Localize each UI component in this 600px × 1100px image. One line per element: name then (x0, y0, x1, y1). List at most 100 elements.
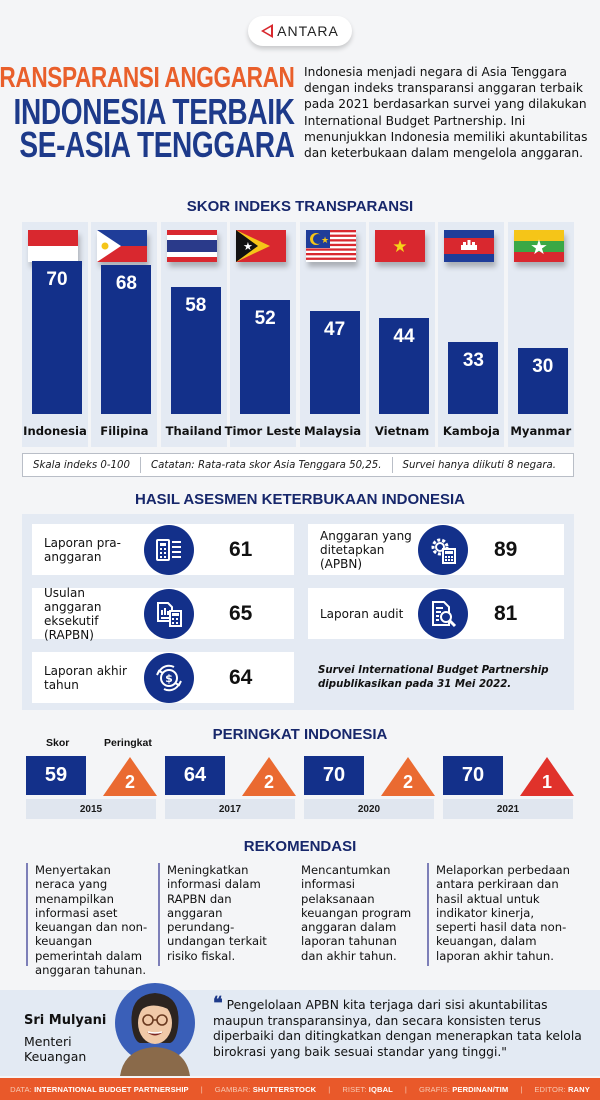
ranking-year-2020: 70 2 2020 (304, 756, 435, 822)
rank-triangle-icon (520, 757, 574, 796)
rank-triangle-icon (103, 757, 157, 796)
bar-value-label: 44 (393, 325, 415, 347)
chart-title: SKOR INDEKS TRANSPARANSI (186, 198, 414, 215)
svg-text:$: $ (165, 672, 173, 685)
assessment-score: 89 (494, 537, 518, 561)
credit-key: GRAFIS: (418, 1084, 453, 1094)
document-search-icon (418, 589, 468, 639)
credit-key: GAMBAR: (214, 1084, 253, 1094)
chart-column: ★ 52 Timor Leste (225, 222, 302, 447)
thailand-flag-icon (166, 230, 217, 262)
year-label: 2021 (443, 799, 573, 819)
title-line-3: SE-ASIA TENGGARA (18, 124, 295, 165)
chart-column: 33 Kamboja (438, 222, 505, 447)
assessment-score: 81 (494, 601, 518, 625)
chart-column: 68 Filipina (91, 222, 158, 447)
bar-value-label: 30 (532, 356, 554, 378)
bar-indonesia: 70 (32, 260, 82, 414)
svg-text:★: ★ (243, 240, 253, 253)
score-box: 59 (26, 756, 86, 795)
transparency-bar-chart: 70 Indonesia 68 Filipina 58 Thailand ★ 52 Timor … (22, 222, 574, 447)
recommendation-item: Melaporkan perbedaan antara perkiraan da… (427, 863, 577, 966)
assessment-label: Laporan audit (320, 606, 404, 621)
rank-value: 1 (541, 772, 552, 792)
quote-mark-icon: ❝ (213, 993, 223, 1014)
average-note: Catatan: Rata-rata skor Asia Tenggara 50… (151, 459, 382, 471)
score-label: Skor (46, 737, 70, 749)
credit-key: DATA: (10, 1084, 35, 1094)
country-label: Thailand (165, 424, 222, 438)
credits-footer: DATA: INTERNATIONAL BUDGET PARTNERSHIP | G… (0, 1078, 600, 1100)
bar-value-label: 33 (462, 349, 484, 371)
credit-item: RISET: IQBAL (342, 1085, 393, 1094)
credit-key: EDITOR: (534, 1084, 568, 1094)
assessment-label: Laporan akhir tahun (44, 663, 127, 692)
rank-value: 2 (124, 772, 135, 792)
bar-value-label: 58 (185, 295, 207, 317)
svg-text:★: ★ (530, 235, 548, 259)
recommendations-title: REKOMENDASI (243, 838, 357, 855)
logo-text: ANTARA (277, 23, 339, 39)
recommendation-item: Menyertakan neraca yang menampilkan info… (26, 863, 150, 977)
speaker-role: Menteri Keuangan (24, 1034, 87, 1064)
country-label: Indonesia (23, 424, 87, 438)
report-chart-icon (144, 589, 194, 639)
rank-value: 2 (263, 772, 274, 792)
ranking-year-2017: 64 2 2017 (165, 756, 296, 822)
scale-note: Skala indeks 0-100 (33, 459, 130, 471)
bar-malaysia: 47 (309, 311, 360, 414)
score-box: 70 (304, 756, 364, 795)
score-box: 70 (443, 756, 503, 795)
footer-divider: | (404, 1084, 407, 1094)
assessment-card: Laporan pra-anggaran 61 (32, 524, 294, 575)
country-label: Malaysia (304, 424, 362, 438)
assessment-card: Laporan audit 81 (308, 588, 564, 639)
myanmar-flag-icon: ★ (513, 230, 564, 262)
credit-key: RISET: (342, 1084, 369, 1094)
sri-mulyani-portrait (110, 983, 200, 1076)
ranking-year-2021: 70 1 2021 (443, 756, 574, 822)
credit-value: SHUTTERSTOCK (252, 1084, 317, 1094)
chart-column: ★ 44 Vietnam (369, 222, 435, 447)
svg-text:★: ★ (321, 236, 329, 246)
recommendation-item: Mencantumkan informasi pelaksanaan keuan… (301, 863, 412, 963)
title-line-2: INDONESIA TERBAIK (13, 91, 294, 132)
rank-value: 2 (402, 772, 413, 792)
survey-note: Survei International Budget Partnership … (318, 665, 549, 690)
bar-timor-leste: 52 (240, 300, 291, 414)
credit-item: GRAFIS: PERDINAN/TIM (419, 1085, 508, 1094)
bar-filipina: 68 (101, 265, 152, 414)
bar-kamboja: 33 (448, 341, 499, 414)
intro-text: Indonesia menjadi negara di Asia Tenggar… (304, 65, 588, 161)
country-label: Kamboja (442, 424, 500, 438)
money-cycle-icon: $ (144, 653, 194, 703)
chart-column: ★ 30 Myanmar (507, 222, 574, 447)
philippines-flag-icon (97, 230, 148, 262)
antara-logo-icon (261, 24, 274, 38)
antara-logo: ANTARA (248, 16, 352, 46)
chart-column: 58 Thailand (160, 222, 227, 447)
credit-value: IQBAL (368, 1084, 393, 1094)
ranking-title: PERINGKAT INDONESIA (212, 726, 388, 743)
gear-calculator-icon (418, 525, 468, 575)
country-label: Vietnam (374, 424, 430, 438)
footer-divider: | (520, 1084, 523, 1094)
assessment-label: Anggaran yang ditetapkan (APBN) (320, 528, 412, 571)
credit-value: RANY (567, 1084, 590, 1094)
assessment-score: 65 (229, 601, 253, 625)
bar-vietnam: 44 (379, 317, 429, 414)
assessment-score: 64 (229, 665, 253, 689)
credit-item: DATA: INTERNATIONAL BUDGET PARTNERSHIP (10, 1085, 189, 1094)
vietnam-flag-icon: ★ (375, 230, 425, 262)
score-box: 64 (165, 756, 225, 795)
title-line-1: TRANSPARANSI ANGGARAN (0, 62, 294, 94)
footer-divider: | (328, 1084, 331, 1094)
credit-value: PERDINAN/TIM (452, 1084, 509, 1094)
credit-value: INTERNATIONAL BUDGET PARTNERSHIP (34, 1084, 189, 1094)
rank-triangle-icon (242, 757, 296, 796)
year-label: 2020 (304, 799, 434, 819)
country-label: Filipina (100, 424, 149, 438)
country-label: Myanmar (510, 424, 572, 438)
year-label: 2017 (165, 799, 295, 819)
ranking-year-2015: 59 2 2015 (26, 756, 157, 822)
